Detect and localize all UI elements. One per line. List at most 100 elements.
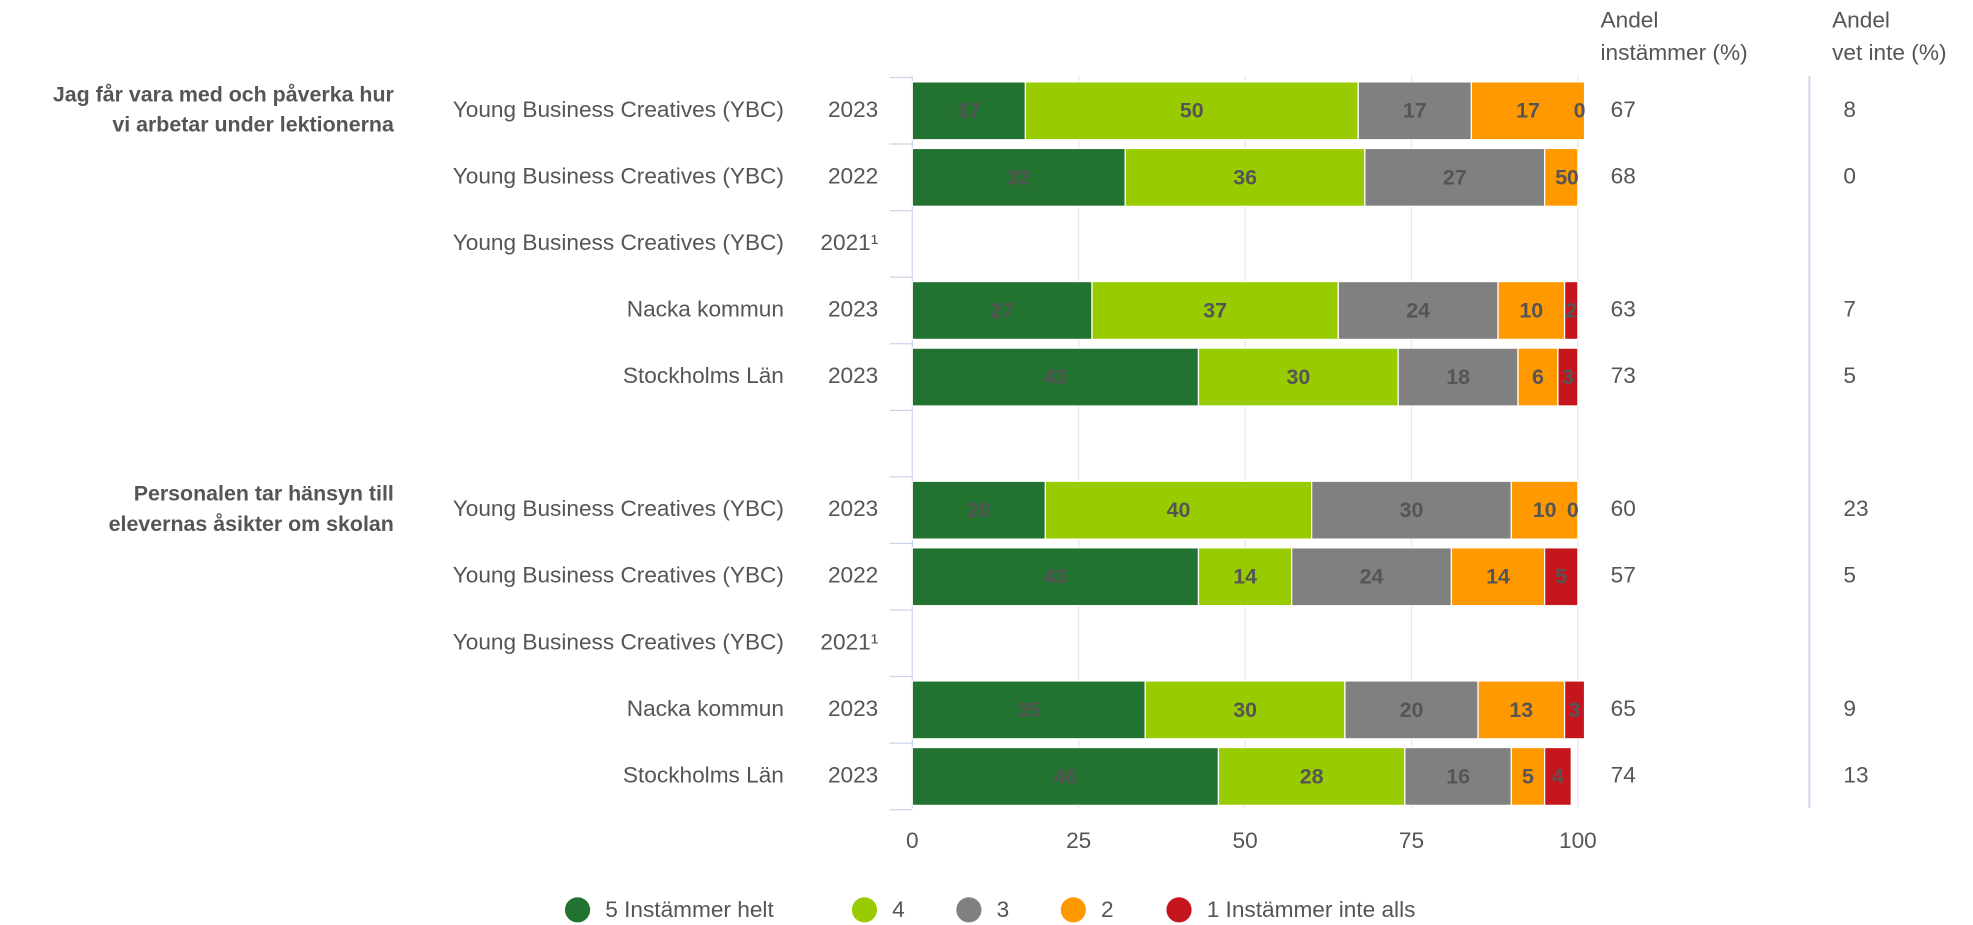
bar-label: 24 (1360, 565, 1384, 589)
column-header: vet inte (%) (1832, 40, 1946, 65)
bar-segment (1557, 347, 1579, 407)
bar-segment (1404, 746, 1512, 807)
bar-label: 13 (1509, 698, 1533, 722)
bar-segment (1357, 81, 1473, 141)
legend-label: 2 (1101, 897, 1114, 922)
bar-segment (1497, 280, 1566, 341)
legend-marker (1166, 897, 1192, 923)
column-value: 5 (1843, 363, 1856, 388)
category-label: Nacka kommun (627, 696, 784, 721)
column-value: 65 (1611, 696, 1636, 721)
bar-label: 30 (1286, 365, 1310, 389)
legend-label: 1 Instämmer inte alls (1207, 897, 1416, 922)
year-label: 2022 (828, 563, 878, 588)
category-label: Young Business Creatives (YBC) (453, 97, 784, 122)
column-value: 0 (1843, 163, 1856, 188)
category-label: Young Business Creatives (YBC) (453, 163, 784, 188)
bar-segment (1450, 547, 1546, 607)
legend-label: 4 (892, 897, 905, 922)
bar-segment (911, 680, 1146, 740)
x-tick-label: 25 (1066, 828, 1091, 853)
bar-label: 18 (1446, 365, 1470, 389)
bar-label: 3 (1562, 365, 1574, 389)
legend-marker (1060, 897, 1086, 923)
category-label: Nacka kommun (627, 296, 784, 321)
legend-label: 5 Instämmer helt (605, 897, 774, 922)
bar-segment (1477, 680, 1566, 740)
bar-label: 27 (990, 298, 1014, 322)
group-label: Personalen tar hänsyn till (134, 482, 394, 506)
column-value: 57 (1611, 563, 1636, 588)
bar-label: 10 (1519, 298, 1543, 322)
bar-label: 32 (1007, 165, 1031, 189)
column-value: 74 (1611, 762, 1636, 787)
column-value: 60 (1611, 496, 1636, 521)
column-value: 63 (1611, 296, 1636, 321)
category-label: Young Business Creatives (YBC) (453, 230, 784, 255)
column-value: 13 (1843, 762, 1868, 787)
bar-segment (1510, 480, 1579, 540)
bar-segment (1543, 547, 1579, 607)
bar-label: 2 (1565, 298, 1577, 322)
bar-label: 17 (957, 99, 981, 123)
bar-label: 17 (1403, 99, 1427, 123)
bar-segment (1024, 81, 1359, 141)
bar-segment (911, 480, 1047, 540)
category-label: Young Business Creatives (YBC) (453, 496, 784, 521)
column-header: Andel (1832, 7, 1890, 32)
group-label: vi arbetar under lektionerna (112, 113, 395, 137)
bar-segment (911, 347, 1200, 407)
bar-label: 46 (1053, 764, 1077, 788)
bar-segment (1311, 480, 1512, 540)
bar-segment (1543, 746, 1572, 807)
column-value: 9 (1843, 696, 1856, 721)
column-value: 68 (1611, 163, 1636, 188)
bar-segment (1217, 746, 1406, 807)
bar-label: 6 (1532, 365, 1544, 389)
bar-label: 20 (1400, 698, 1424, 722)
column-value: 73 (1611, 363, 1636, 388)
legend-label: 3 (997, 897, 1010, 922)
year-label: 2023 (828, 496, 878, 521)
bar-segment (1291, 547, 1453, 607)
year-label: 2023 (828, 696, 878, 721)
bar-segment (1144, 680, 1346, 740)
year-label: 2021¹ (820, 629, 878, 654)
year-label: 2021¹ (820, 230, 878, 255)
bar-segment (1563, 280, 1579, 341)
bar-label: 28 (1300, 764, 1324, 788)
bar-label: 36 (1233, 165, 1257, 189)
group-label: Jag får vara med och påverka hur (53, 82, 394, 106)
column-value: 23 (1843, 496, 1868, 521)
bar-label: 43 (1043, 365, 1067, 389)
bar-segment (911, 547, 1200, 607)
bar-label: 10 (1533, 498, 1557, 522)
bar-label: 5 (1522, 764, 1534, 788)
group-label: elevernas åsikter om skolan (109, 512, 394, 536)
column-value: 7 (1843, 296, 1856, 321)
bar-segment (911, 81, 1027, 141)
bar-segment (911, 746, 1220, 807)
bar-label: 5 (1555, 165, 1567, 189)
bar-segment (1563, 680, 1586, 740)
bar-segment (1044, 480, 1313, 540)
bar-label: 50 (1180, 99, 1204, 123)
bar-segment (1397, 347, 1519, 407)
bar-segment (1197, 547, 1293, 607)
column-value: 67 (1611, 97, 1636, 122)
bar-segment (1470, 81, 1586, 141)
bar-label: 30 (1400, 498, 1424, 522)
bar-label: 5 (1555, 565, 1567, 589)
bar-label: 0 (1574, 99, 1586, 123)
bar-label: 27 (1443, 165, 1467, 189)
bar-label: 30 (1233, 698, 1257, 722)
bar-segment (1197, 347, 1399, 407)
x-tick-label: 75 (1399, 828, 1424, 853)
category-label: Stockholms Län (623, 363, 784, 388)
column-value: 5 (1843, 563, 1856, 588)
x-tick-label: 100 (1559, 828, 1597, 853)
category-label: Stockholms Län (623, 762, 784, 787)
bar-label: 3 (1569, 698, 1581, 722)
bar-label: 43 (1043, 565, 1067, 589)
